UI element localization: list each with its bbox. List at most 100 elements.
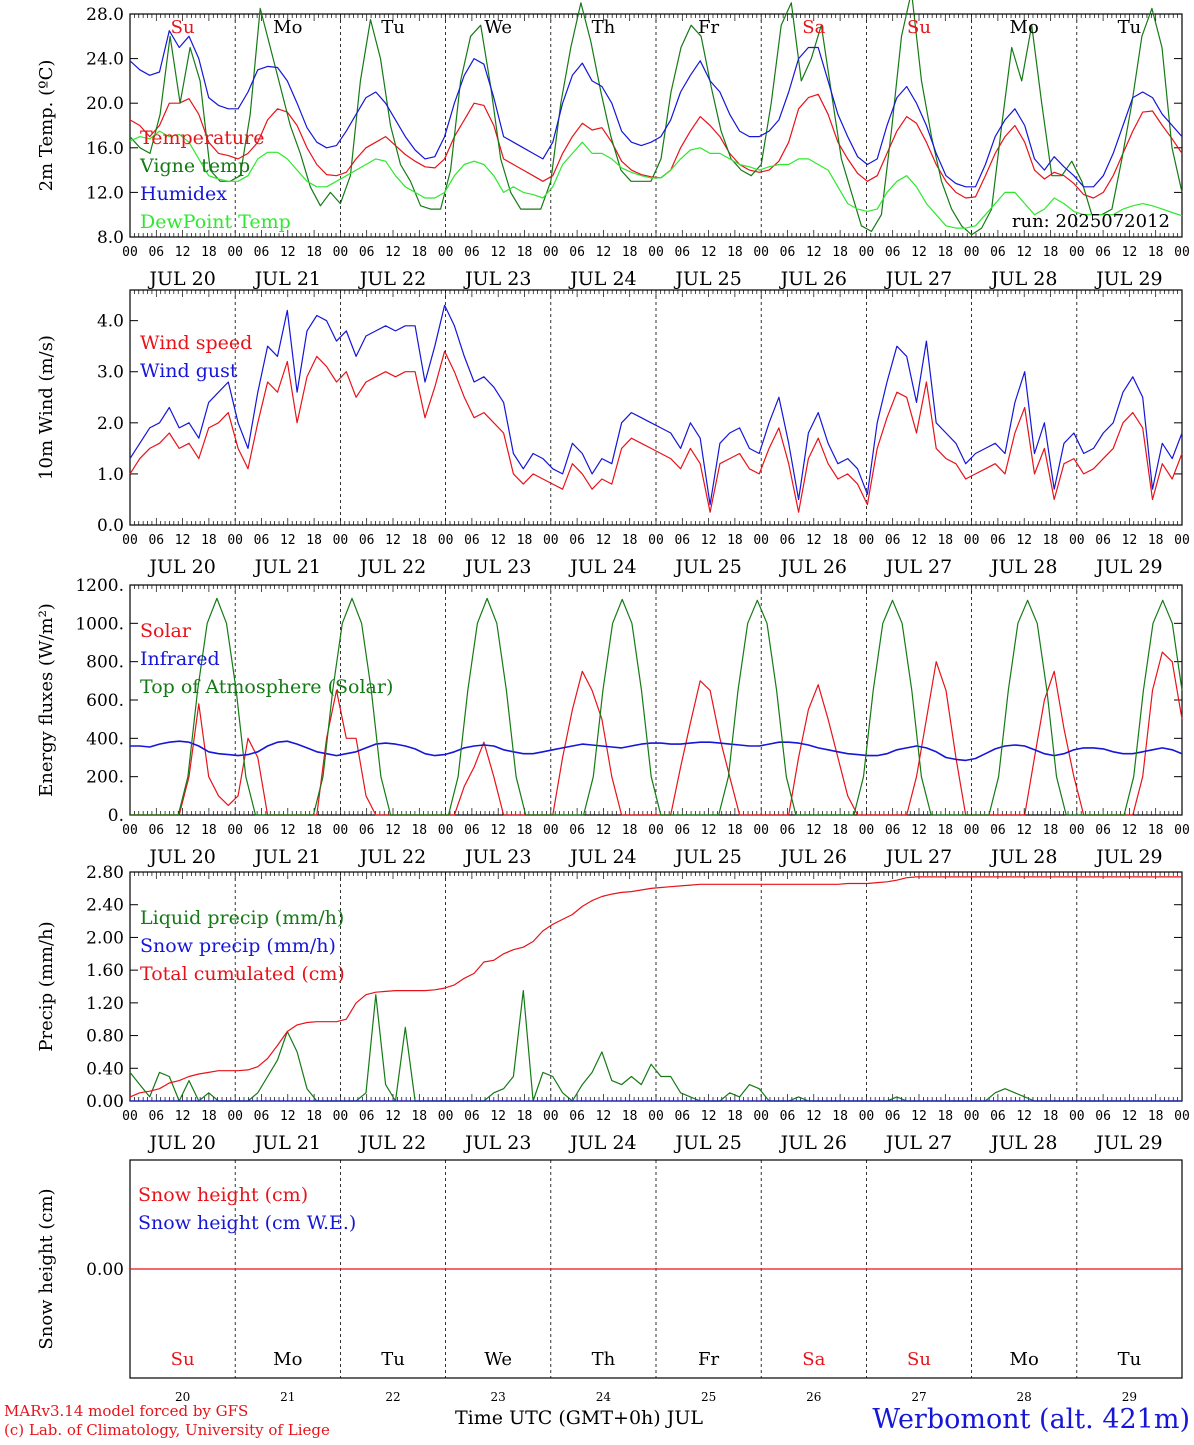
hour-label: 18 [622,823,638,838]
station-label: Werbomont (alt. 421m) [872,1404,1190,1435]
hour-label: 12 [385,1109,401,1124]
hour-label: 18 [622,533,638,548]
hour-label: 00 [122,533,138,548]
hour-label: 12 [596,1109,612,1124]
date-label: JUL 23 [463,846,531,868]
hour-label: 06 [885,533,901,548]
date-label: JUL 27 [884,1132,952,1154]
hour-label: 18 [517,823,533,838]
hour-label: 00 [122,245,138,260]
hour-label: 00 [1069,823,1085,838]
hour-label: 06 [885,823,901,838]
legend-entry: Snow height (cm) [138,1184,308,1206]
weekday-label: Th [592,1349,616,1370]
hour-label: 18 [1148,245,1164,260]
hour-label: 12 [385,823,401,838]
legend-entry: Top of Atmosphere (Solar) [140,676,393,698]
y-tick-label: 400. [86,729,124,749]
hour-label: 00 [1069,245,1085,260]
hour-label: 06 [359,533,375,548]
hour-label: 06 [569,1109,585,1124]
hour-label: 00 [859,823,875,838]
legend-entry: Vigne temp [139,155,250,177]
hour-label: 12 [280,1109,296,1124]
hour-label: 12 [280,245,296,260]
y-tick-label: 24.0 [86,50,124,70]
date-label: JUL 21 [253,846,321,868]
weekday-label: Sa [802,1349,825,1370]
date-label: JUL 25 [673,268,741,290]
hour-label: 18 [306,245,322,260]
hour-label: 00 [227,245,243,260]
hour-label: 18 [517,245,533,260]
hour-label: 00 [438,823,454,838]
day-number: 28 [1017,1390,1032,1404]
y-tick-label: 2.0 [97,414,124,434]
series-line-blue [130,740,1183,762]
weekday-label: Mo [1010,1349,1039,1370]
hour-label: 12 [911,533,927,548]
weekday-label: Mo [1010,17,1039,38]
hour-label: 12 [1122,245,1138,260]
credit-line-1: MARv3.14 model forced by GFS [4,1402,248,1420]
y-axis-label: Snow height (cm) [36,1188,57,1349]
weekday-label: Sa [802,17,825,38]
hour-label: 18 [937,533,953,548]
panel-energy: 00 06 12 18 JUL 20 00 06 12 18 JUL 21 00 06 12 18 JUL … [36,576,1190,868]
hour-label: 12 [701,245,717,260]
hour-label: 18 [1043,1109,1059,1124]
hour-label: 12 [806,245,822,260]
date-label: JUL 24 [568,556,636,578]
hour-label: 06 [885,1109,901,1124]
hour-label: 06 [674,823,690,838]
hour-label: 00 [543,245,559,260]
weekday-label: Su [907,17,931,38]
date-label: JUL 29 [1094,846,1162,868]
hour-label: 12 [596,245,612,260]
hour-label: 12 [701,823,717,838]
hour-label: 06 [464,823,480,838]
series-line-red [129,350,1183,513]
series-line-green [129,0,1183,236]
legend-entry: Snow precip (mm/h) [140,935,336,957]
legend-entry: Humidex [140,183,227,205]
hour-label: 18 [1148,1109,1164,1124]
hour-label: 12 [911,823,927,838]
hour-label: 06 [569,533,585,548]
date-label: JUL 23 [463,1132,531,1154]
hour-label: 12 [175,823,191,838]
hour-label: 06 [1095,245,1111,260]
hour-label: 18 [306,823,322,838]
legend-entry: Liquid precip (mm/h) [140,907,344,929]
hour-label: 12 [806,823,822,838]
hour-label: 18 [727,533,743,548]
legend-entry: Wind speed [140,332,252,354]
hour-label: 18 [1148,823,1164,838]
hour-label: 12 [806,533,822,548]
date-label: JUL 22 [358,556,426,578]
hour-label: 00 [859,533,875,548]
hour-label: 00 [122,823,138,838]
hour-label: 06 [359,1109,375,1124]
date-label: JUL 20 [147,556,215,578]
y-tick-label: 16.0 [86,139,124,159]
weekday-label: Tu [1118,1349,1142,1370]
legend-entry: Solar [140,620,192,642]
date-label: JUL 22 [358,1132,426,1154]
series-line-green [130,597,1183,816]
y-tick-label: 2.80 [86,863,124,883]
hour-label: 00 [648,823,664,838]
legend-entry: Infrared [140,648,220,670]
date-label: JUL 23 [463,556,531,578]
hour-label: 06 [990,533,1006,548]
hour-label: 18 [411,823,427,838]
hour-label: 12 [1016,533,1032,548]
hour-label: 00 [753,533,769,548]
hour-label: 06 [464,533,480,548]
hour-label: 06 [1095,533,1111,548]
panel-temp: 00 06 12 18 JUL 20 00 06 12 18 JUL 21 00 06 12 18 JUL … [36,0,1190,290]
hour-label: 18 [1043,823,1059,838]
hour-label: 00 [1174,1109,1190,1124]
day-number: 29 [1122,1390,1137,1404]
